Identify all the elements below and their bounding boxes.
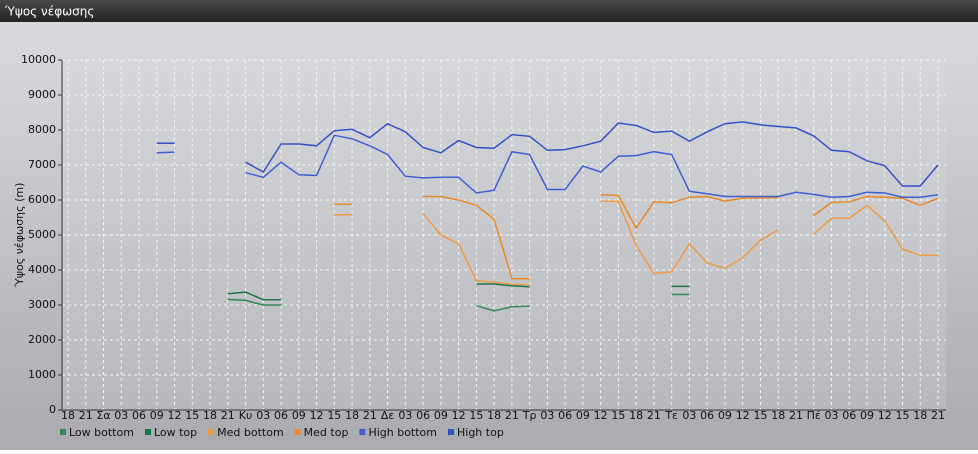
y-tick-label: 7000 — [28, 158, 56, 171]
y-tick-label: 4000 — [28, 263, 56, 276]
x-tick-label: 03 — [824, 409, 838, 422]
x-tick-label: 18 — [771, 409, 785, 422]
x-tick-label: 06 — [132, 409, 146, 422]
x-tick-label: 21 — [789, 409, 803, 422]
x-tick-label: 12 — [452, 409, 466, 422]
x-tick-label: 21 — [363, 409, 377, 422]
x-tick-label: 18 — [629, 409, 643, 422]
x-tick-label: 18 — [203, 409, 217, 422]
x-tick-label: 15 — [753, 409, 767, 422]
x-tick-label: 18 — [345, 409, 359, 422]
window-title: Ύψος νέφωσης — [4, 5, 94, 19]
y-tick-label: 1000 — [28, 368, 56, 381]
y-tick-label: 2000 — [28, 333, 56, 346]
x-tick-label: 15 — [611, 409, 625, 422]
series-line — [156, 121, 939, 187]
x-tick-label: 21 — [221, 409, 235, 422]
series-line — [227, 293, 690, 312]
x-tick-label: Τρ — [522, 409, 537, 422]
legend-label: High top — [457, 426, 504, 439]
x-tick-label: 06 — [274, 409, 288, 422]
legend-label: Low bottom — [69, 426, 134, 439]
x-tick-label: 21 — [647, 409, 661, 422]
x-tick-label: 09 — [434, 409, 448, 422]
x-tick-label: 03 — [682, 409, 696, 422]
x-tick-label: 18 — [61, 409, 75, 422]
x-tick-label: Τε — [664, 409, 678, 422]
x-tick-label: 09 — [860, 409, 874, 422]
y-tick-label: 0 — [49, 403, 56, 416]
x-tick-label: 09 — [150, 409, 164, 422]
legend-swatch — [294, 429, 301, 435]
x-tick-label: 06 — [416, 409, 430, 422]
legend-swatch — [208, 429, 215, 435]
x-tick-label: 18 — [913, 409, 927, 422]
legend-swatch — [359, 429, 366, 435]
x-tick-label: 09 — [292, 409, 306, 422]
y-tick-label: 5000 — [28, 228, 56, 241]
x-tick-label: 21 — [79, 409, 93, 422]
legend-swatch — [144, 429, 151, 435]
x-tick-label: 03 — [256, 409, 270, 422]
series-line — [156, 134, 939, 198]
y-tick-label: 3000 — [28, 298, 56, 311]
x-tick-label: 15 — [185, 409, 199, 422]
x-tick-label: 09 — [576, 409, 590, 422]
x-tick-label: 21 — [505, 409, 519, 422]
x-tick-label: 12 — [594, 409, 608, 422]
y-tick-label: 10000 — [21, 53, 56, 66]
x-tick-label: 12 — [168, 409, 182, 422]
x-tick-label: 15 — [895, 409, 909, 422]
x-tick-label: 18 — [487, 409, 501, 422]
x-tick-label: 03 — [398, 409, 412, 422]
x-tick-label: Κυ — [239, 409, 253, 422]
x-tick-label: 15 — [327, 409, 341, 422]
plot-area — [62, 60, 946, 410]
legend-label: Med bottom — [217, 426, 284, 439]
x-tick-label: 06 — [842, 409, 856, 422]
x-tick-label: Δε — [381, 409, 395, 422]
legend-swatch — [448, 429, 454, 435]
legend-label: Low top — [154, 426, 197, 439]
x-tick-label: 03 — [540, 409, 554, 422]
x-tick-label: 12 — [878, 409, 892, 422]
y-axis-title: Ύψος νέφωσης (m) — [13, 183, 26, 289]
y-tick-label: 9000 — [28, 88, 56, 101]
legend-swatch — [60, 429, 66, 435]
series-line — [227, 283, 690, 301]
y-tick-label: 6000 — [28, 193, 56, 206]
x-tick-label: 06 — [558, 409, 572, 422]
x-tick-label: 21 — [931, 409, 945, 422]
x-tick-label: Πέ — [807, 409, 821, 422]
y-tick-label: 8000 — [28, 123, 56, 136]
x-tick-label: 12 — [736, 409, 750, 422]
x-tick-label: Σα — [96, 409, 110, 422]
legend-label: High bottom — [368, 426, 437, 439]
series-line — [334, 194, 939, 280]
series-line — [334, 200, 938, 286]
x-tick-label: 12 — [310, 409, 324, 422]
title-bar — [0, 0, 978, 22]
x-tick-label: 06 — [700, 409, 714, 422]
x-tick-label: 09 — [718, 409, 732, 422]
x-tick-label: 15 — [469, 409, 483, 422]
x-tick-label: 03 — [114, 409, 128, 422]
legend-label: Med top — [304, 426, 349, 439]
